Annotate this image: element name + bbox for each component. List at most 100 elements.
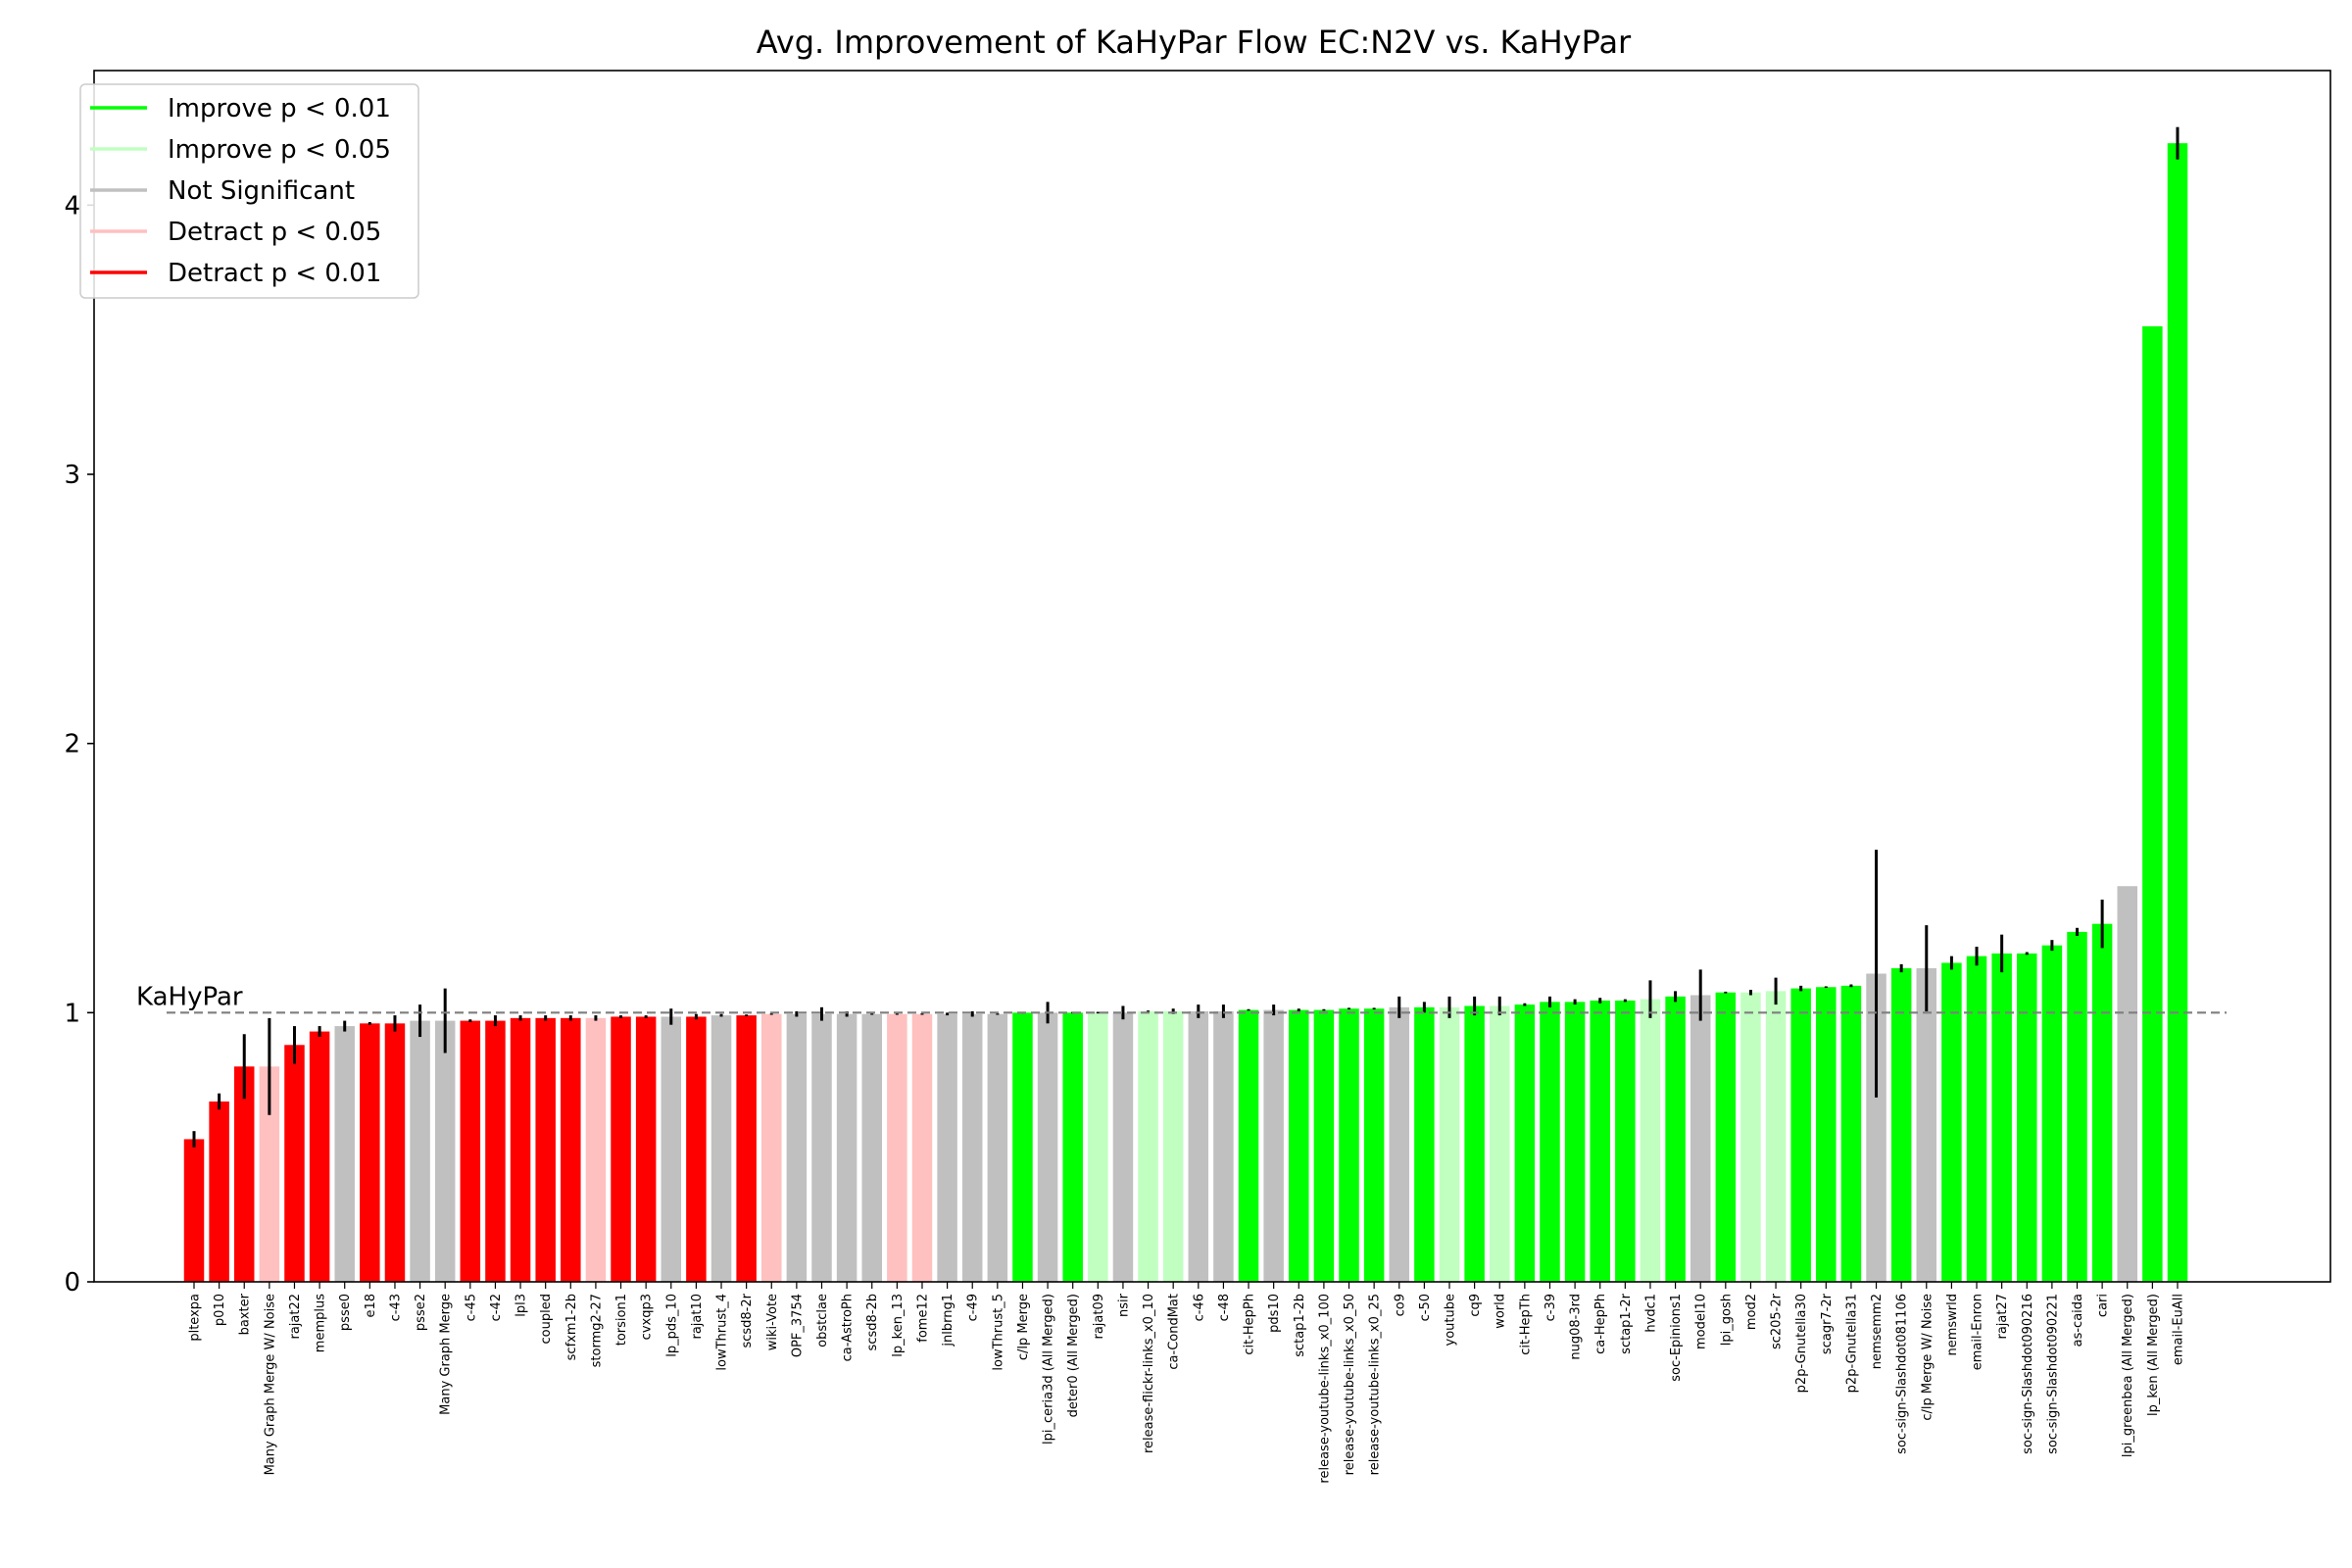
x-tick-label: mod2 — [1744, 1294, 1759, 1330]
bar — [836, 1013, 858, 1282]
x-tick-label: lpi_gosh — [1719, 1294, 1734, 1346]
bar — [2167, 143, 2188, 1282]
x-tick-label: Many Graph Merge — [439, 1294, 454, 1415]
bar — [233, 1066, 255, 1282]
x-tick-label: nemsemm2 — [1870, 1294, 1885, 1369]
x-tick-label: c-39 — [1544, 1294, 1558, 1321]
x-tick-label: p2p-Gnutella31 — [1844, 1294, 1859, 1393]
bar — [1514, 1004, 1536, 1282]
x-tick-label: lpl3 — [514, 1294, 529, 1317]
x-tick-label: rajat10 — [690, 1294, 705, 1340]
x-tick-label: world — [1494, 1294, 1508, 1329]
x-tick-label: c-42 — [489, 1294, 504, 1321]
x-tick-label: soc-Epinions1 — [1669, 1294, 1684, 1382]
bar — [1790, 988, 1811, 1282]
bar — [1313, 1009, 1335, 1282]
x-tick-label: c-45 — [464, 1294, 478, 1321]
bar — [937, 1013, 957, 1282]
x-tick-label: memplus — [314, 1294, 328, 1352]
bar — [1188, 1010, 1209, 1282]
x-tick-label: c-43 — [388, 1294, 403, 1321]
legend-label: Not Significant — [168, 176, 355, 206]
bar — [786, 1013, 808, 1282]
x-tick-label: c-50 — [1418, 1294, 1433, 1321]
x-tick-label: c-48 — [1217, 1294, 1232, 1321]
bar — [360, 1023, 380, 1282]
bar — [259, 1066, 280, 1282]
x-tick-label: rajat27 — [1995, 1294, 2010, 1340]
bar — [460, 1020, 481, 1282]
bar — [911, 1013, 933, 1282]
x-tick-label: sctap1-2b — [1293, 1294, 1307, 1357]
bar — [1339, 1008, 1359, 1282]
x-tick-label: lpi_ceria3d (All Merged) — [1042, 1294, 1056, 1445]
bar — [1263, 1009, 1284, 1282]
y-tick-label: 1 — [64, 999, 80, 1028]
x-tick-label: torsion1 — [614, 1294, 629, 1346]
bar — [2142, 325, 2163, 1282]
x-tick-label: cari — [2096, 1294, 2111, 1317]
x-tick-label: release-youtube-links_x0_50 — [1343, 1294, 1357, 1475]
bar — [384, 1023, 406, 1282]
x-tick-label: soc-sign-Slashdot081106 — [1895, 1294, 1910, 1454]
x-tick-label: ca-HepPh — [1593, 1294, 1608, 1354]
x-tick-label: c-46 — [1192, 1294, 1206, 1321]
bar — [1740, 992, 1761, 1282]
bar — [209, 1101, 229, 1282]
bar — [961, 1013, 983, 1282]
x-tick-label: psse2 — [414, 1294, 428, 1331]
bar — [510, 1017, 531, 1282]
x-tick-label: scsd8-2b — [865, 1294, 880, 1350]
bar — [1665, 996, 1686, 1282]
x-tick-label: soc-sign-Slashdot090216 — [2021, 1294, 2035, 1454]
x-tick-label: lp_ken_13 — [891, 1294, 906, 1357]
x-tick-label: nug08-3rd — [1569, 1294, 1584, 1360]
bar — [661, 1016, 682, 1282]
bar — [1037, 1012, 1058, 1282]
x-tick-label: as-caida — [2071, 1294, 2085, 1347]
x-tick-label: ca-CondMat — [1167, 1294, 1182, 1370]
bar — [736, 1015, 757, 1282]
bar — [585, 1017, 607, 1282]
bar — [1540, 1002, 1560, 1282]
bar — [1966, 956, 1987, 1282]
y-tick-label: 3 — [64, 461, 80, 490]
y-tick-label: 2 — [64, 730, 80, 760]
bar — [309, 1031, 330, 1282]
bar — [1890, 968, 1912, 1282]
x-tick-label: nemswrld — [1945, 1294, 1960, 1356]
x-tick-label: release-youtube-links_x0_25 — [1368, 1294, 1383, 1475]
chart-title: Avg. Improvement of KaHyPar Flow EC:N2V … — [757, 24, 1632, 61]
x-tick-label: co9 — [1393, 1294, 1407, 1316]
x-tick-label: scfxm1-2b — [564, 1294, 579, 1360]
x-tick-label: cit-HepPh — [1243, 1294, 1257, 1355]
x-tick-label: wiki-Vote — [765, 1294, 780, 1350]
bar — [1941, 962, 1962, 1282]
bar — [1213, 1010, 1234, 1282]
y-tick-label: 0 — [64, 1268, 80, 1298]
bar — [987, 1013, 1008, 1282]
bar — [1138, 1010, 1158, 1282]
x-tick-label: stormg2-27 — [589, 1294, 604, 1367]
bar — [434, 1020, 456, 1282]
x-tick-label: rajat22 — [288, 1294, 303, 1340]
x-tick-label: scsd8-2r — [740, 1293, 755, 1348]
x-tick-label: c-49 — [966, 1294, 981, 1321]
bar — [1840, 985, 1862, 1282]
x-tick-label: release-youtube-links_x0_100 — [1317, 1294, 1332, 1484]
x-tick-label: youtube — [1444, 1294, 1458, 1346]
x-tick-label: baxter — [238, 1293, 253, 1335]
x-tick-label: pltexpa — [188, 1294, 203, 1342]
bar — [1289, 1009, 1309, 1282]
y-tick-label: 4 — [64, 191, 80, 220]
bar — [1062, 1012, 1083, 1282]
plot-frame — [93, 70, 2331, 1283]
bar — [1389, 1006, 1410, 1282]
x-tick-label: obstclae — [815, 1294, 830, 1348]
bar — [2067, 931, 2087, 1282]
x-tick-label: lp_pds_10 — [664, 1294, 679, 1357]
x-tick-label: c/lp Merge W/ Noise — [1920, 1294, 1935, 1421]
bar — [2091, 923, 2113, 1282]
x-tick-label: OPF_3754 — [790, 1294, 805, 1357]
